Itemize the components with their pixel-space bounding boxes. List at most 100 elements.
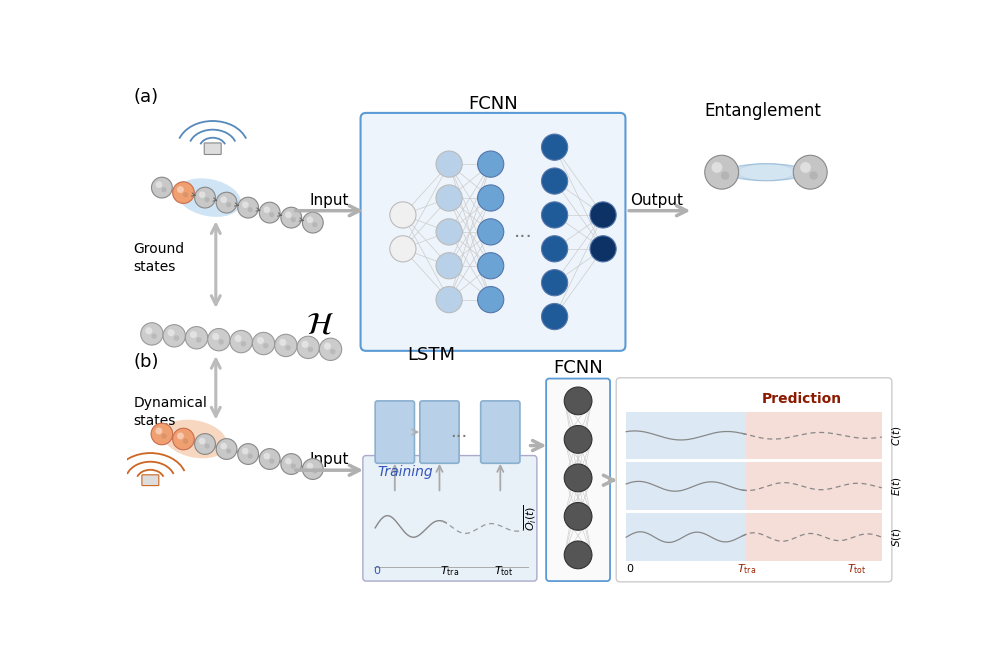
Circle shape bbox=[307, 347, 313, 352]
Circle shape bbox=[306, 216, 313, 223]
Ellipse shape bbox=[163, 420, 228, 458]
Circle shape bbox=[274, 334, 297, 356]
Circle shape bbox=[173, 429, 194, 450]
Circle shape bbox=[542, 269, 568, 296]
Circle shape bbox=[163, 325, 186, 347]
Circle shape bbox=[183, 192, 189, 198]
Circle shape bbox=[227, 448, 232, 454]
Circle shape bbox=[252, 332, 274, 354]
FancyBboxPatch shape bbox=[616, 378, 892, 582]
Circle shape bbox=[208, 329, 231, 351]
Circle shape bbox=[162, 434, 167, 439]
Circle shape bbox=[478, 219, 504, 245]
Circle shape bbox=[231, 331, 252, 352]
Circle shape bbox=[221, 443, 227, 450]
Bar bbox=[747, 412, 882, 460]
Circle shape bbox=[190, 331, 197, 338]
Text: ...: ... bbox=[450, 423, 467, 441]
Text: Input: Input bbox=[309, 452, 348, 467]
Text: 0: 0 bbox=[373, 566, 380, 576]
Text: (b): (b) bbox=[134, 353, 159, 371]
Text: $T_{\rm tot}$: $T_{\rm tot}$ bbox=[494, 564, 513, 578]
Circle shape bbox=[241, 341, 247, 346]
Circle shape bbox=[712, 162, 723, 173]
Circle shape bbox=[227, 202, 232, 207]
Circle shape bbox=[152, 424, 173, 444]
Circle shape bbox=[390, 202, 416, 228]
FancyBboxPatch shape bbox=[481, 401, 520, 464]
Circle shape bbox=[285, 458, 291, 464]
Circle shape bbox=[542, 202, 568, 228]
Circle shape bbox=[590, 235, 616, 262]
Circle shape bbox=[199, 192, 206, 198]
Circle shape bbox=[279, 338, 286, 346]
Circle shape bbox=[285, 211, 291, 218]
Circle shape bbox=[312, 469, 317, 473]
Circle shape bbox=[183, 438, 189, 444]
Circle shape bbox=[263, 206, 270, 213]
Circle shape bbox=[178, 433, 184, 440]
Circle shape bbox=[793, 155, 827, 189]
Circle shape bbox=[436, 151, 462, 177]
Circle shape bbox=[217, 439, 237, 460]
Circle shape bbox=[280, 207, 301, 228]
FancyBboxPatch shape bbox=[363, 456, 537, 581]
Bar bbox=[626, 513, 747, 561]
FancyBboxPatch shape bbox=[546, 378, 610, 581]
Circle shape bbox=[162, 187, 167, 192]
Circle shape bbox=[269, 212, 274, 217]
Circle shape bbox=[436, 185, 462, 211]
Circle shape bbox=[183, 438, 189, 444]
Circle shape bbox=[156, 428, 163, 434]
Circle shape bbox=[285, 345, 290, 350]
Circle shape bbox=[436, 219, 462, 245]
Circle shape bbox=[590, 202, 616, 228]
Circle shape bbox=[297, 336, 319, 358]
Text: FCNN: FCNN bbox=[553, 359, 603, 377]
Circle shape bbox=[177, 432, 184, 440]
Circle shape bbox=[242, 448, 249, 454]
Circle shape bbox=[213, 333, 220, 340]
Circle shape bbox=[183, 192, 189, 198]
Circle shape bbox=[269, 458, 274, 464]
Ellipse shape bbox=[738, 164, 795, 181]
Circle shape bbox=[256, 337, 264, 344]
Circle shape bbox=[302, 212, 323, 233]
Ellipse shape bbox=[726, 164, 806, 181]
Circle shape bbox=[478, 287, 504, 313]
Text: Entanglement: Entanglement bbox=[705, 102, 821, 120]
Circle shape bbox=[156, 428, 163, 434]
Circle shape bbox=[168, 329, 175, 336]
Circle shape bbox=[564, 503, 592, 530]
FancyBboxPatch shape bbox=[375, 401, 414, 464]
Circle shape bbox=[151, 423, 173, 445]
Circle shape bbox=[238, 444, 258, 464]
FancyBboxPatch shape bbox=[205, 143, 222, 154]
Text: Dynamical
states: Dynamical states bbox=[134, 396, 208, 428]
Circle shape bbox=[280, 454, 301, 474]
Ellipse shape bbox=[732, 164, 801, 181]
Circle shape bbox=[542, 303, 568, 330]
Circle shape bbox=[542, 235, 568, 262]
Circle shape bbox=[542, 134, 568, 160]
Circle shape bbox=[290, 217, 296, 222]
FancyBboxPatch shape bbox=[420, 401, 459, 464]
Circle shape bbox=[174, 335, 180, 341]
Text: Output: Output bbox=[631, 194, 684, 208]
Text: $T_{\rm tot}$: $T_{\rm tot}$ bbox=[846, 562, 866, 576]
Ellipse shape bbox=[177, 178, 242, 217]
Bar bbox=[626, 462, 747, 510]
Text: (a): (a) bbox=[134, 88, 159, 106]
Bar bbox=[626, 412, 747, 460]
Circle shape bbox=[809, 172, 817, 180]
Circle shape bbox=[221, 196, 227, 203]
Text: $E(t)$: $E(t)$ bbox=[889, 476, 902, 496]
Circle shape bbox=[564, 541, 592, 569]
Circle shape bbox=[156, 182, 163, 188]
Circle shape bbox=[242, 201, 249, 208]
Circle shape bbox=[564, 464, 592, 491]
Text: FCNN: FCNN bbox=[468, 96, 518, 114]
Circle shape bbox=[195, 434, 216, 454]
Circle shape bbox=[319, 338, 341, 360]
Text: Prediction: Prediction bbox=[762, 392, 842, 406]
